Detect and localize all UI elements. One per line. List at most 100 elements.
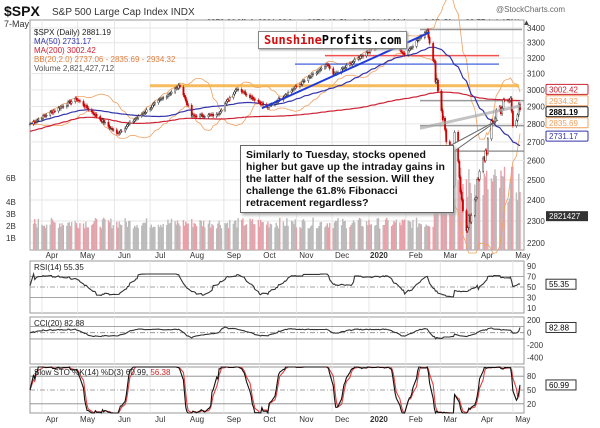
candle-body: [150, 107, 153, 110]
volume-bar: [267, 221, 269, 250]
volume-bar: [84, 228, 86, 250]
candle-body: [153, 102, 156, 105]
candle-body: [234, 89, 237, 93]
volume-bar: [208, 220, 211, 250]
sto-title: Slow STO %K(14) %D(3) 60.99, 56.38: [34, 368, 170, 377]
volume-bar: [426, 225, 428, 250]
candle-body: [441, 110, 444, 120]
x-tick-label: 2020: [370, 415, 388, 424]
volume-bar: [54, 222, 56, 250]
volume-bar: [149, 227, 151, 250]
candle-body: [362, 55, 364, 57]
volume-bar: [43, 225, 45, 250]
volume-bar: [219, 224, 221, 250]
candle-body: [465, 210, 468, 232]
volume-bar: [210, 227, 212, 250]
y-tick-label: 2800: [527, 120, 545, 129]
x-tick-label: Nov: [299, 415, 313, 424]
volume-bar: [160, 224, 162, 250]
candle-body: [184, 97, 187, 102]
volume-bar: [309, 226, 312, 250]
volume-bar: [168, 223, 170, 250]
volume-bar: [302, 219, 305, 250]
candle-body: [287, 92, 289, 96]
candle-body: [79, 100, 81, 102]
candle-body: [77, 99, 80, 101]
candle-body: [152, 103, 155, 106]
candle-body: [295, 86, 298, 88]
candle-body: [70, 101, 73, 104]
symbol-name: S&P 500 Large Cap Index INDX: [52, 7, 195, 18]
candle-body: [470, 215, 473, 223]
indicator-tick-label: 70: [527, 273, 536, 282]
volume-bar: [315, 228, 318, 250]
volume-bar: [60, 226, 62, 250]
volume-bar: [67, 222, 69, 250]
volume-bar: [292, 221, 294, 250]
candle-body: [57, 107, 60, 112]
candle-body: [251, 96, 254, 100]
volume-bar: [224, 223, 226, 250]
x-tick-label: Oct: [263, 251, 276, 260]
volume-bar: [29, 196, 31, 250]
volume-bar: [392, 224, 394, 250]
volume-bar: [294, 219, 296, 250]
volume-bar: [300, 228, 302, 250]
candle-body: [345, 65, 348, 68]
rsi-tag: 55.35: [549, 280, 570, 289]
volume-bar: [167, 219, 169, 250]
candle-body: [310, 74, 313, 78]
candle-body: [434, 61, 437, 83]
volume-bar: [411, 227, 413, 250]
volume-bar: [349, 226, 351, 250]
volume-bar: [250, 220, 252, 250]
volume-bar: [301, 220, 304, 250]
volume-bar: [516, 199, 519, 250]
candle-body: [233, 91, 236, 95]
volume-bar: [78, 228, 80, 250]
volume-bar: [437, 189, 439, 250]
candle-body: [165, 96, 168, 98]
candle-body: [484, 150, 487, 161]
price-tag: 2731.17: [549, 132, 578, 141]
candle-body: [240, 89, 243, 93]
volume-bar: [343, 221, 345, 250]
indicator-tick-label: 10: [527, 304, 536, 313]
candle-body: [475, 197, 477, 201]
volume-bar: [117, 227, 119, 250]
x-tick-label: Apr: [46, 251, 59, 260]
candle-body: [486, 138, 489, 154]
volume-bar: [187, 223, 189, 250]
volume-bar: [483, 173, 486, 250]
volume-bar: [237, 217, 239, 250]
volume-bar: [75, 223, 78, 250]
y-tick-label: 2400: [527, 196, 545, 205]
x-tick-label: Apr: [46, 415, 59, 424]
volume-bar: [401, 219, 403, 250]
volume-bar: [345, 228, 348, 250]
candle-body: [52, 110, 55, 114]
volume-bar: [491, 181, 494, 250]
volume-bar: [428, 226, 431, 250]
candle-body: [60, 106, 62, 109]
volume-bar: [359, 218, 362, 250]
candle-body: [320, 67, 323, 70]
candle-body: [201, 114, 204, 117]
volume-axis-label: 2B: [6, 222, 16, 231]
legend-ma200: MA(200) 3002.42: [34, 46, 96, 55]
candle-body: [332, 68, 335, 75]
candle-body: [294, 86, 297, 89]
volume-bar: [399, 222, 401, 250]
candle-body: [428, 37, 431, 44]
candle-body: [129, 121, 131, 125]
volume-bar: [333, 222, 336, 250]
candle-body: [136, 117, 138, 119]
volume-bar: [157, 224, 160, 250]
volume-bar: [225, 223, 227, 250]
volume-bar: [236, 227, 238, 250]
volume-bar: [433, 195, 436, 250]
chart-date: 7-May-2020: [4, 19, 53, 29]
volume-bar: [42, 225, 44, 250]
volume-tag-box: [546, 211, 588, 222]
